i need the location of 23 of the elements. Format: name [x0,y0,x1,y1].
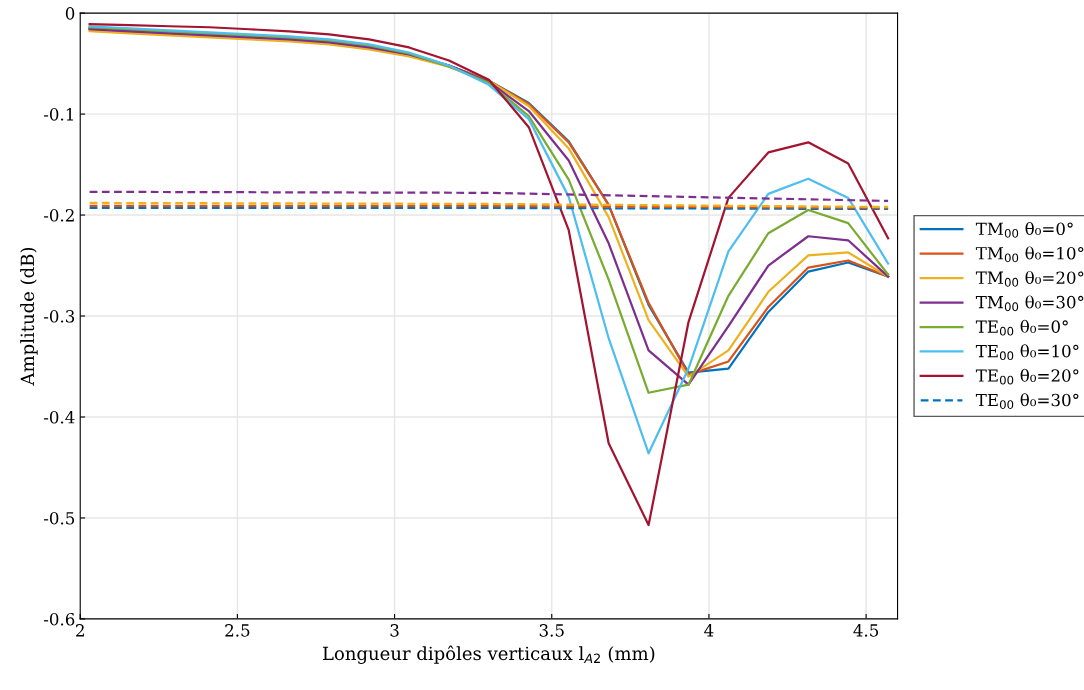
legend-label: TE$_{00}$ θ₀=10° [975,344,1079,361]
legend-label: TM$_{00}$ θ₀=10° [975,246,1084,263]
y-tick-label: -0.3 [43,309,75,323]
x-tick-label: 2 [76,624,84,637]
y-axis-title: Amplitude (dB) [20,247,38,386]
x-tick-label: 4 [704,624,714,637]
x-tick-label: 3.5 [539,624,564,637]
x-tick-label: 4.5 [853,624,879,637]
legend-label: TM$_{00}$ θ₀=20° [975,270,1084,287]
legend-label: TM$_{00}$ θ₀=30° [975,295,1084,312]
y-tick-label: -0.6 [43,612,75,626]
x-tick-label: 2.5 [225,624,250,637]
y-tick-label: -0.1 [43,108,73,121]
x-axis-title: Longueur dipôles verticaux l$_{A2}$ (mm) [322,645,655,664]
legend-label: TM$_{00}$ θ₀=0° [975,222,1073,238]
x-tick-label: 3 [390,624,399,637]
legend-label: TE$_{00}$ θ₀=30° [975,393,1079,409]
y-tick-label: -0.2 [43,209,74,222]
y-tick-label: -0.4 [43,410,75,424]
legend-label: TE$_{00}$ θ₀=0° [975,319,1068,336]
y-tick-label: 0 [65,7,75,20]
legend-label: TE$_{00}$ θ₀=20° [975,368,1079,385]
y-tick-label: -0.5 [43,511,75,525]
